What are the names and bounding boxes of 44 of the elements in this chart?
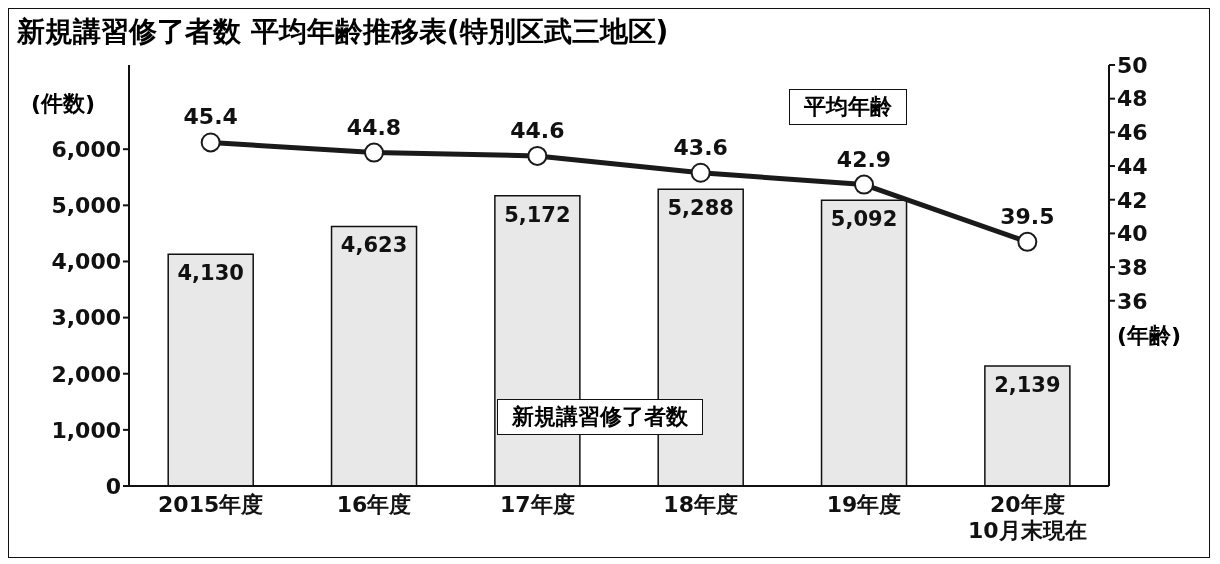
y-tick-label: 2,000 — [51, 361, 121, 387]
x-tick-label: 19年度 — [826, 492, 902, 517]
y-tick-label: 4,000 — [51, 249, 121, 275]
y2-tick-label: 50 — [1117, 52, 1148, 78]
series-label: 新規講習修了者数 — [497, 399, 703, 435]
y2-tick-label: 46 — [1117, 120, 1148, 146]
x-tick-label: 17年度 — [500, 492, 575, 517]
data-label: 5,288 — [667, 196, 734, 221]
data-label: 44.8 — [346, 114, 402, 140]
x-tick-label: 20年度 10月末現在 — [968, 492, 1087, 543]
point — [854, 174, 874, 195]
y2-tick-label: 44 — [1117, 153, 1148, 179]
y-axis-title: (件数) — [31, 90, 96, 118]
y2-axis-title: (年齢) — [1117, 322, 1182, 350]
y-tick-label: 6,000 — [51, 137, 121, 163]
data-label: 39.5 — [1000, 203, 1055, 229]
data-label: 5,172 — [504, 202, 571, 227]
y-tick-label: 3,000 — [51, 305, 121, 331]
y2-tick-label: 42 — [1117, 187, 1148, 213]
data-label: 43.6 — [673, 134, 728, 160]
x-tick-label: 18年度 — [663, 492, 738, 517]
y-tick-label: 0 — [105, 473, 121, 499]
y2-tick-label: 36 — [1117, 288, 1148, 314]
y2-tick-label: 40 — [1117, 221, 1148, 247]
point — [364, 142, 384, 163]
data-label: 2,139 — [994, 372, 1061, 397]
x-tick-label: 2015年度 — [158, 492, 264, 517]
data-label: 5,092 — [830, 207, 898, 232]
y2-tick-label: 48 — [1117, 86, 1148, 112]
point — [690, 162, 711, 183]
y-tick-label: 1,000 — [51, 417, 121, 443]
point — [527, 145, 548, 166]
data-label: 42.9 — [836, 146, 892, 172]
y-tick-label: 5,000 — [51, 193, 121, 219]
point — [200, 132, 221, 153]
x-tick-label: 16年度 — [336, 492, 412, 517]
data-label: 4,130 — [177, 261, 244, 286]
data-label: 4,623 — [340, 233, 408, 258]
y2-tick-label: 38 — [1117, 254, 1148, 280]
data-label: 45.4 — [183, 104, 238, 130]
data-label: 44.6 — [510, 117, 565, 143]
chart-title: 新規講習修了者数 平均年齢推移表(特別区武三地区) — [17, 14, 669, 50]
text: 平均年齢 — [789, 89, 907, 125]
point — [1017, 231, 1038, 252]
